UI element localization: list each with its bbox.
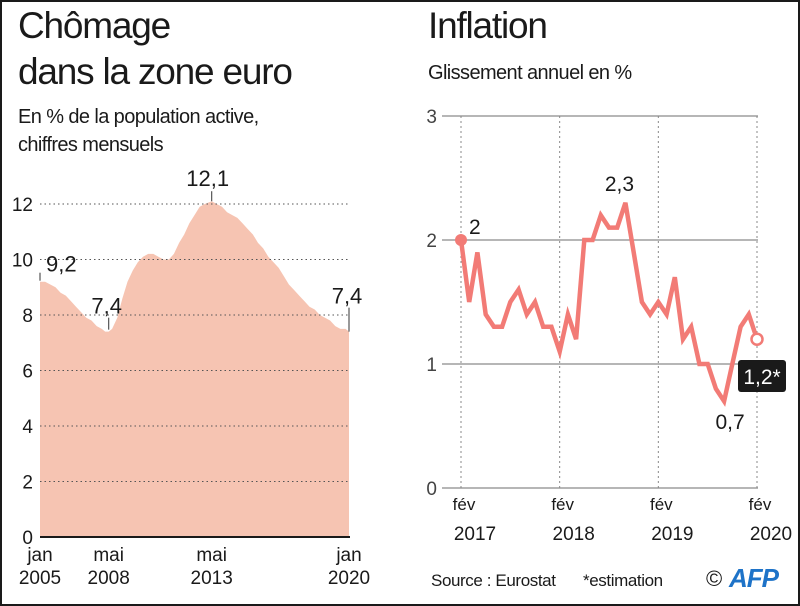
inflation-xtick-label-month: fév (749, 495, 772, 514)
unemployment-ytick-label: 0 (22, 528, 33, 549)
annotation-label-low: 7,4 (91, 294, 122, 319)
unemployment-area (40, 201, 349, 537)
inflation-start-marker (455, 234, 467, 246)
inflation-subtitle: Glissement annuel en % (428, 62, 632, 84)
afp-logo: AFP (729, 563, 779, 593)
estimation-note: *estimation (583, 571, 663, 590)
inflation-xtick-label-year: 2018 (553, 524, 595, 545)
inflation-line (458, 202, 760, 407)
inflation-ytick-label: 1 (426, 355, 437, 376)
annotation-label-start: 9,2 (46, 252, 77, 277)
unemployment-xtick-label-year: 2008 (88, 568, 130, 589)
unemployment-ytick-label: 8 (22, 306, 33, 327)
inflation-end-marker (750, 332, 764, 346)
unemployment-xtick-label-month: jan (335, 545, 361, 566)
unemployment-subtitle-line1: En % de la population active, (18, 106, 259, 128)
unemployment-ytick-label: 2 (22, 473, 33, 494)
unemployment-xtick-label-month: mai (196, 545, 227, 566)
inflation-xtick-label-year: 2019 (651, 524, 693, 545)
inflation-xtick-label-month: fév (453, 495, 476, 514)
inflation-annotation-peak: 2,3 (605, 173, 634, 196)
inflation-xtick-label-year: 2017 (454, 524, 496, 545)
inflation-ytick-label: 2 (426, 231, 437, 252)
unemployment-ytick-label: 4 (22, 417, 33, 438)
inflation-annotation-low: 0,7 (716, 411, 745, 434)
unemployment-xtick-label-month: jan (26, 545, 52, 566)
inflation-annotation-start: 2 (469, 216, 481, 239)
inflation-xtick-label-year: 2020 (750, 524, 792, 545)
unemployment-title-line2: dans la zone euro (18, 51, 293, 92)
copyright-symbol: © (706, 566, 722, 591)
source-text: Source : Eurostat (431, 571, 556, 590)
inflation-ytick-label: 0 (426, 479, 437, 500)
unemployment-xtick-label-year: 2005 (19, 568, 61, 589)
inflation-xtick-label-month: fév (551, 495, 574, 514)
unemployment-ytick-label: 10 (12, 251, 33, 272)
inflation-title: Inflation (428, 5, 548, 46)
annotation-label-end: 7,4 (332, 284, 363, 309)
unemployment-xtick-label-month: mai (93, 545, 124, 566)
annotation-label-peak: 12,1 (186, 166, 229, 191)
unemployment-xtick-label-year: 2020 (328, 568, 370, 589)
inflation-annotation-estimate: 1,2* (743, 366, 780, 389)
unemployment-ytick-label: 6 (22, 362, 33, 383)
unemployment-xtick-label-year: 2013 (191, 568, 233, 589)
inflation-ytick-label: 3 (426, 107, 437, 128)
unemployment-ytick-label: 12 (12, 195, 33, 216)
inflation-estimate-badge (738, 360, 786, 392)
inflation-xtick-label-month: fév (650, 495, 673, 514)
unemployment-subtitle-line2: chiffres mensuels (18, 134, 164, 156)
unemployment-title-line1: Chômage (18, 5, 171, 46)
